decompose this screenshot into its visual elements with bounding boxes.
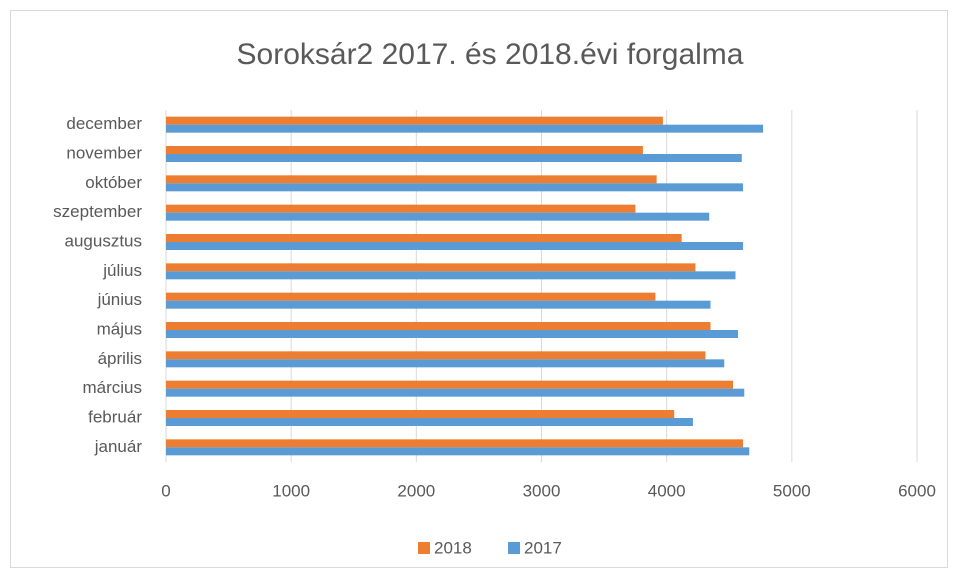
y-tick-label: augusztus (65, 231, 143, 250)
bar (166, 212, 710, 221)
bar (166, 330, 739, 338)
bar (166, 175, 657, 184)
bar (166, 292, 656, 301)
bar (166, 447, 750, 456)
x-tick-label: 1000 (272, 481, 310, 500)
chart-title: Soroksár2 2017. és 2018.évi forgalma (237, 38, 744, 71)
bar (166, 183, 744, 192)
y-tick-label: június (97, 290, 142, 309)
bar (166, 418, 693, 426)
bar (166, 271, 736, 280)
bar (166, 204, 636, 213)
y-tick-label: május (97, 319, 142, 338)
y-tick-label: november (66, 143, 142, 162)
bar (166, 234, 682, 242)
y-tick-label: február (88, 407, 142, 426)
y-tick-label: január (94, 437, 143, 456)
legend-swatch (508, 542, 520, 554)
y-tick-label: december (66, 114, 142, 133)
x-tick-label: 2000 (397, 481, 435, 500)
bar (166, 263, 696, 272)
legend-label: 2018 (434, 538, 472, 557)
bar (166, 380, 734, 389)
legend-swatch (418, 542, 430, 554)
bar (166, 242, 744, 250)
bar (166, 439, 744, 448)
bar (166, 359, 725, 368)
bar (166, 116, 663, 125)
y-tick-label: október (85, 173, 142, 192)
bar (166, 410, 675, 418)
bar (166, 322, 711, 330)
bar (166, 124, 764, 133)
x-tick-label: 0 (161, 481, 170, 500)
x-tick-label: 6000 (898, 481, 936, 500)
bar (166, 154, 742, 162)
legend-label: 2017 (524, 538, 562, 557)
x-tick-label: 5000 (773, 481, 811, 500)
y-tick-label: július (102, 261, 142, 280)
bar (166, 146, 643, 154)
bar (166, 388, 745, 397)
y-tick-label: április (98, 349, 142, 368)
bar (166, 351, 706, 360)
y-tick-label: március (82, 378, 142, 397)
bar (166, 300, 711, 309)
y-tick-label: szeptember (53, 202, 142, 221)
x-tick-label: 4000 (648, 481, 686, 500)
x-tick-label: 3000 (523, 481, 561, 500)
